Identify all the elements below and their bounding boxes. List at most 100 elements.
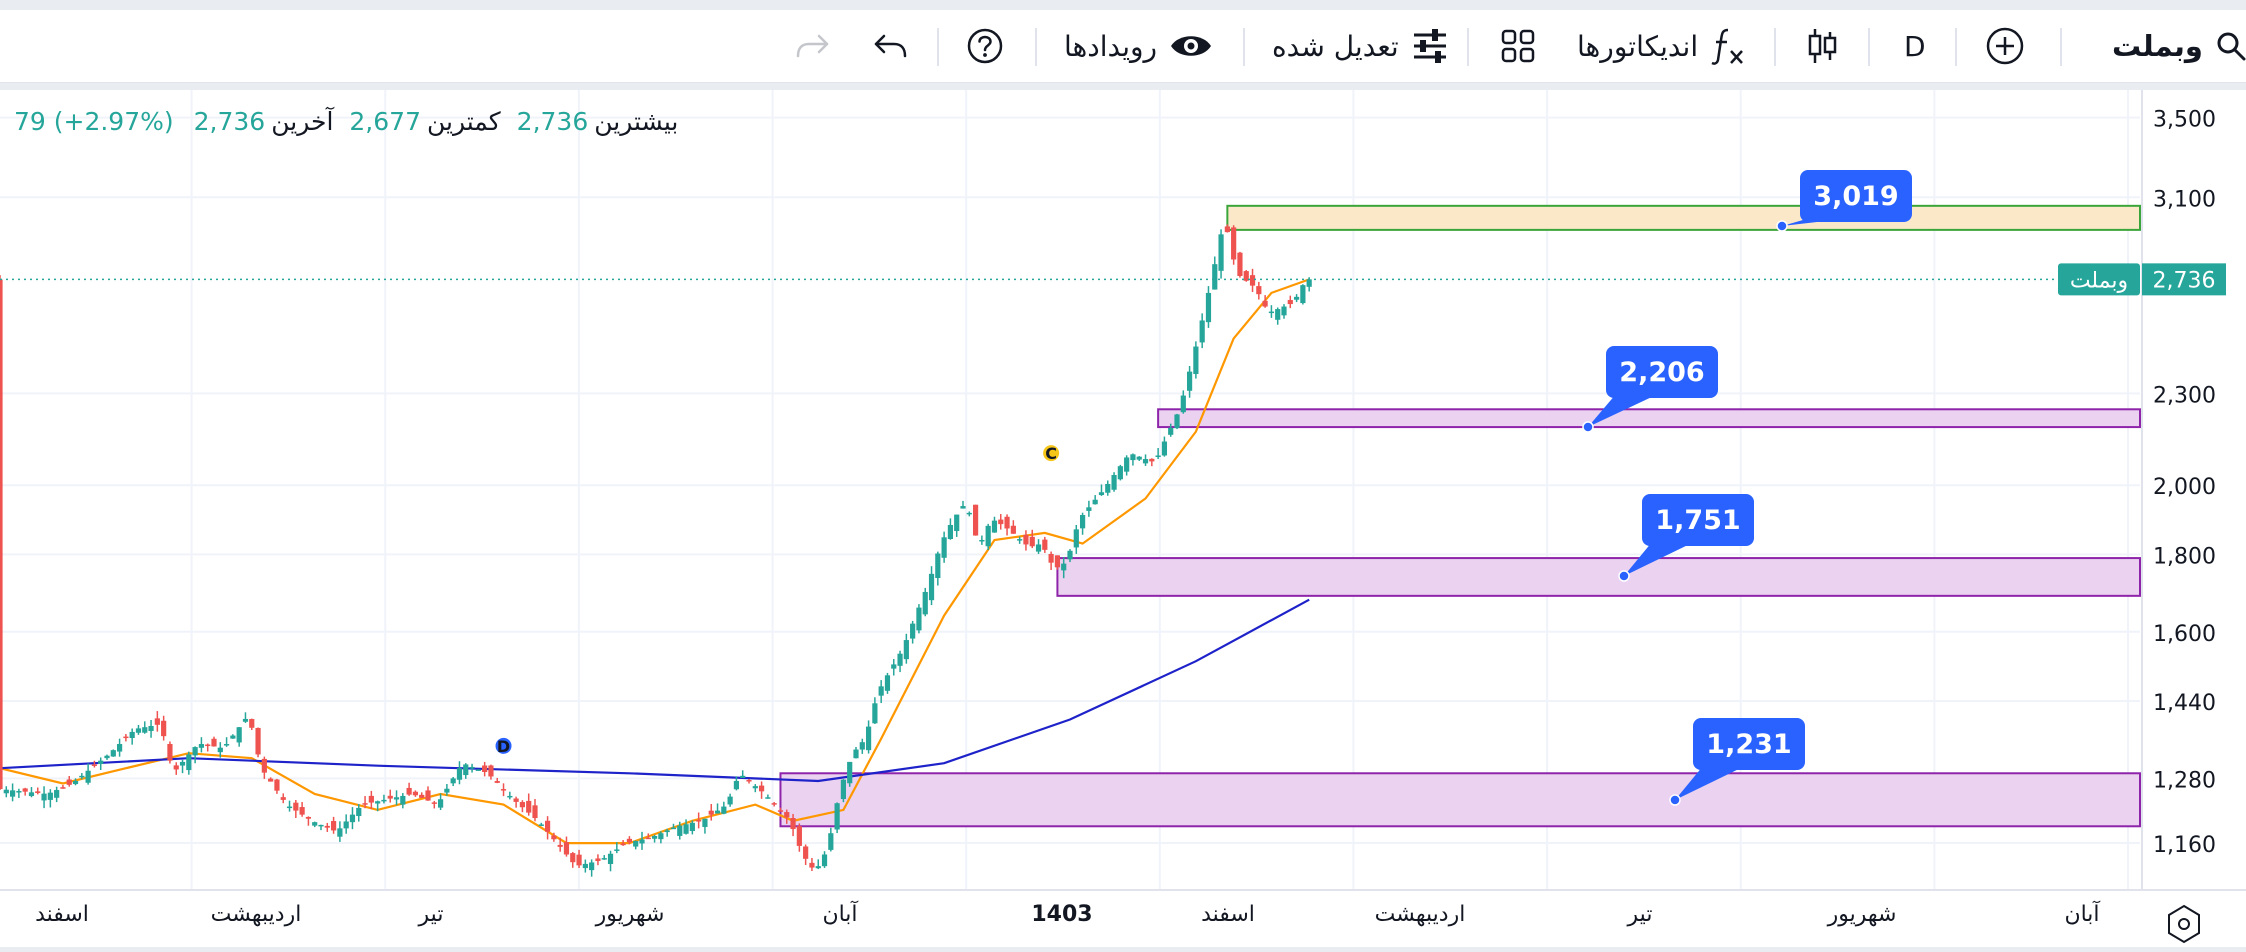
legend-low-value: 2,677 (349, 107, 421, 136)
candle (406, 782, 412, 796)
y-tick-label: 1,280 (2153, 768, 2216, 793)
candle (803, 844, 809, 866)
help-button[interactable] (966, 10, 1004, 82)
event-marker-label: D (497, 737, 510, 756)
candle (142, 721, 148, 734)
candle (324, 822, 330, 832)
candle (620, 840, 626, 846)
candle (746, 779, 752, 784)
candle-body (1218, 234, 1224, 271)
chart-type-button[interactable] (1806, 10, 1838, 82)
interval-button[interactable]: D (1904, 10, 1926, 82)
x-tick-label: اردیبهشت (1375, 902, 1466, 927)
candle-body (60, 787, 66, 789)
candle (601, 855, 607, 860)
candle-body (708, 810, 714, 815)
price-chart[interactable]: وبملت D C 3,019 2,206 1,751 1,231 1,160 1,280 1,4… (0, 90, 2246, 947)
candle (733, 776, 740, 791)
candle-body (393, 797, 400, 800)
candle (456, 761, 463, 785)
candle (563, 836, 570, 857)
candle (500, 783, 507, 797)
candle (702, 818, 708, 834)
x-tick-label: اردیبهشت (211, 902, 302, 927)
zone-box (1226, 204, 2141, 231)
indicators-button[interactable]: اندیکاتورها (1577, 10, 1746, 82)
candle-body (658, 833, 664, 840)
candle-body (54, 790, 60, 798)
symbol-price-tag-label: وبملت (2070, 268, 2128, 293)
last-price-tag (2142, 263, 2226, 296)
candle-body (601, 858, 607, 860)
callout-pointer (1588, 394, 1658, 427)
candle-body (544, 820, 551, 832)
candle-body (116, 744, 123, 752)
candle-body (337, 828, 343, 837)
candle (651, 834, 658, 843)
candle (790, 813, 796, 837)
moving-average-line (0, 598, 1310, 783)
candle (614, 842, 620, 854)
compare-button[interactable] (1985, 10, 2025, 82)
candle-body (299, 807, 305, 815)
candle (91, 760, 98, 768)
candle-body (35, 791, 41, 793)
candle (437, 793, 444, 811)
y-tick-label: 1,160 (2153, 833, 2216, 858)
candle-body (765, 797, 771, 799)
candle-body (488, 765, 494, 777)
candle (28, 787, 35, 798)
candle-body (733, 780, 740, 790)
candle-body (72, 780, 79, 785)
candle-body (381, 799, 387, 802)
candle-body (1287, 300, 1293, 305)
candle-body (526, 800, 532, 813)
candle-body (1281, 306, 1287, 316)
candle-body (268, 778, 274, 782)
candle (985, 523, 991, 551)
separator (1035, 28, 1037, 66)
callout-pointer (1675, 766, 1745, 800)
redo-button[interactable] (795, 10, 831, 82)
events-button[interactable]: رویدادها (1064, 10, 1213, 82)
adjusted-button[interactable]: تعدیل شده (1272, 10, 1449, 82)
chart-area[interactable]: وبملت D C 3,019 2,206 1,751 1,231 1,160 1,280 1,4… (0, 90, 2246, 947)
candle (1168, 423, 1174, 437)
candle (752, 784, 758, 793)
candle (872, 697, 878, 724)
symbol-search[interactable]: وبملت (2112, 10, 2246, 82)
candle-body (847, 761, 853, 784)
price-axis (2142, 90, 2246, 940)
time-axis (0, 890, 2246, 947)
candle (519, 800, 526, 813)
candle-body (790, 818, 796, 830)
candle (809, 858, 815, 871)
undo-button[interactable] (872, 10, 908, 82)
candle-body (9, 790, 16, 797)
candle (192, 746, 198, 764)
symbol-name: وبملت (2112, 29, 2203, 63)
candle (998, 514, 1004, 530)
candle (689, 820, 695, 835)
candle (1142, 454, 1149, 466)
candle-body (192, 747, 198, 756)
candle-body (211, 738, 217, 747)
candle-body (0, 279, 3, 790)
candle-body (884, 675, 891, 691)
candle-body (343, 821, 349, 829)
candle (922, 587, 928, 617)
candle (828, 827, 834, 852)
templates-button[interactable] (1500, 10, 1536, 82)
candle-body (1149, 458, 1155, 462)
candle-body (664, 830, 670, 833)
candle (1199, 313, 1205, 349)
candle-body (563, 842, 570, 855)
candle (488, 764, 494, 780)
candle (595, 854, 601, 866)
candle-body (186, 754, 192, 771)
candle (784, 809, 790, 824)
candle (582, 859, 588, 873)
candle (966, 511, 972, 517)
candle-body (482, 765, 488, 773)
candle-body (557, 844, 563, 847)
